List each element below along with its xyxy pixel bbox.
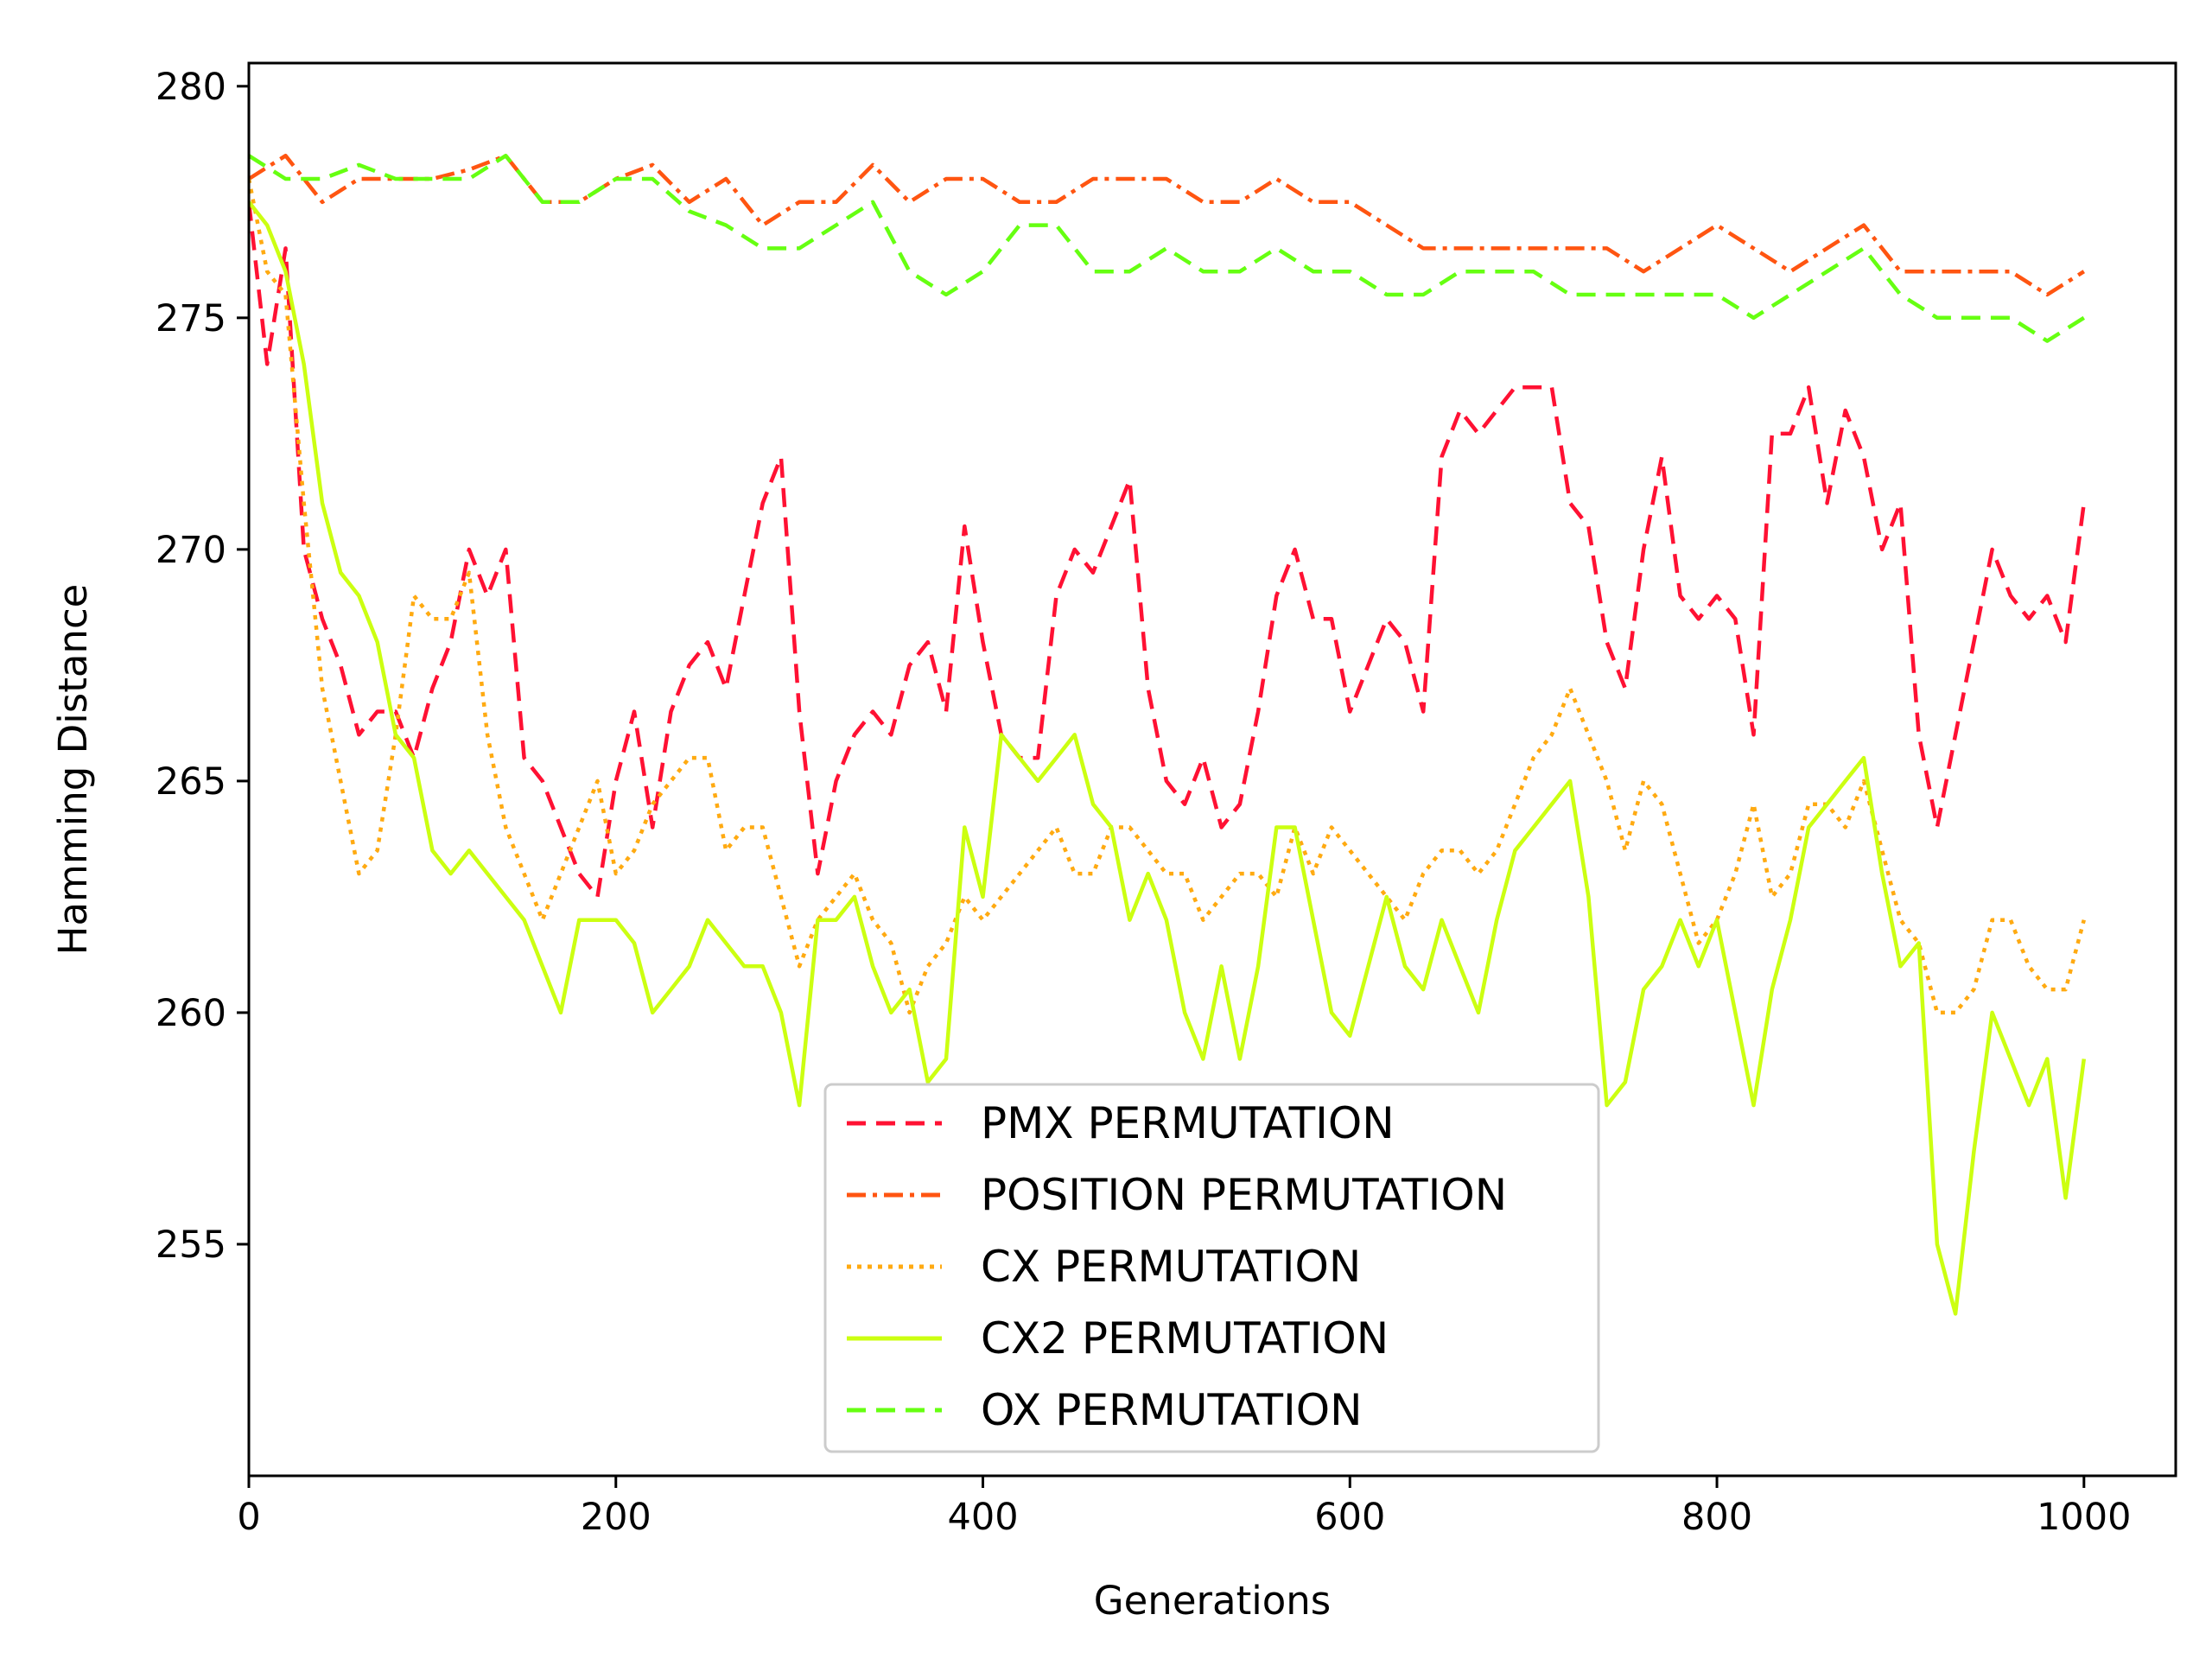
y-tick-label: 255 <box>156 1224 226 1267</box>
y-tick-label: 280 <box>156 66 226 109</box>
legend-label-3: CX PERMUTATION <box>981 1242 1361 1292</box>
series-line-2 <box>249 153 2086 297</box>
y-tick-label: 270 <box>156 529 226 572</box>
x-tick-label: 600 <box>1314 1496 1385 1539</box>
x-tick-label: 200 <box>581 1496 652 1539</box>
legend-label-5: OX PERMUTATION <box>981 1385 1363 1435</box>
y-tick-label: 275 <box>156 297 226 340</box>
y-tick-label: 260 <box>156 992 226 1035</box>
series-line-5 <box>249 153 2086 343</box>
plot-area-frame <box>247 61 2177 1478</box>
series-layer <box>249 153 2087 1316</box>
legend-label-1: PMX PERMUTATION <box>981 1098 1395 1148</box>
x-tick-label: 0 <box>237 1496 260 1539</box>
x-tick-label: 1000 <box>2037 1496 2131 1539</box>
legend-box <box>823 1083 1600 1453</box>
x-tick-label: 400 <box>947 1496 1018 1539</box>
y-axis-label: Hamming Distance <box>50 584 96 956</box>
legend: PMX PERMUTATION POSITION PERMUTATION CX PE… <box>823 1083 1600 1453</box>
legend-label-2: POSITION PERMUTATION <box>981 1170 1507 1220</box>
series-line-4 <box>249 200 2087 1316</box>
legend-label-4: CX2 PERMUTATION <box>981 1313 1389 1363</box>
y-tick-label: 265 <box>156 760 226 804</box>
x-tick-label: 800 <box>1681 1496 1752 1539</box>
y-axis: 255 260 265 270 275 280 <box>156 66 249 1267</box>
series-line-1 <box>249 201 2087 899</box>
x-axis: 0 200 400 600 800 1000 <box>237 1476 2132 1539</box>
x-axis-label: Generations <box>1094 1578 1331 1624</box>
series-line-3 <box>249 178 2086 1015</box>
